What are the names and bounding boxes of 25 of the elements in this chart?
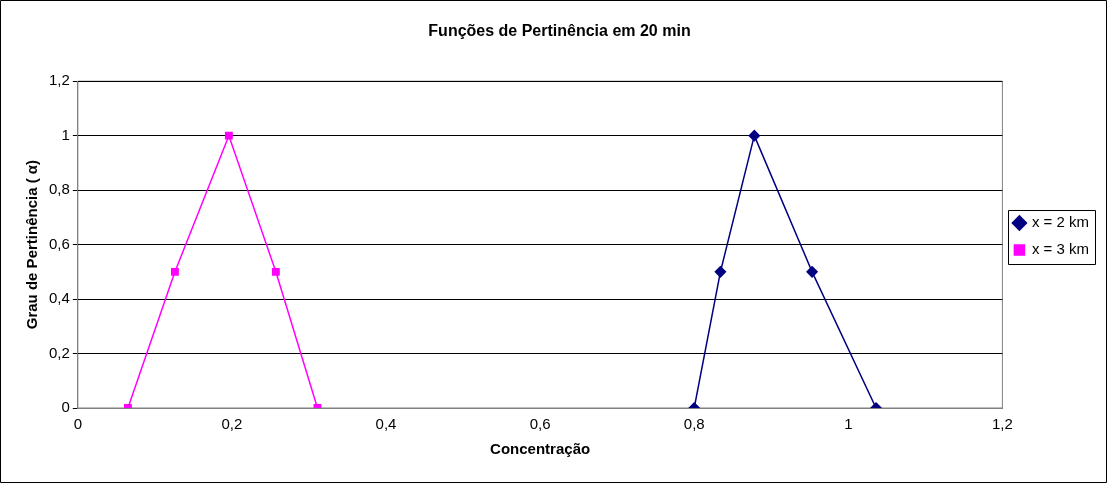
point [806,266,818,278]
y-axis-title: Grau de Pertinência ( α) [23,159,41,330]
x-tick-label: 0,6 [529,415,551,433]
x-tick-label: 1 [844,415,853,433]
x-tick-label: 1,2 [991,415,1013,433]
y-tick-label: 0,8 [48,180,70,198]
y-tick-label: 0,4 [48,289,70,307]
point [224,131,233,140]
point [748,129,761,142]
x-tick-label: 0,8 [683,415,705,433]
y-tick-label: 0,6 [48,234,70,252]
legend-label: x = 3 km [1031,240,1090,258]
legend-label: x = 2 km [1031,213,1090,231]
y-tick-label: 1 [61,125,70,143]
x-axis-title: Concentração [490,440,591,458]
y-tick-label: 0 [61,398,70,416]
point [171,267,179,276]
point [271,267,280,276]
y-tick-label: 0,2 [48,343,70,361]
y-tick-label: 1,2 [48,71,70,89]
point [714,266,727,278]
chart-title: Funções de Pertinência em 20 min [428,22,691,40]
x-tick-label: 0 [73,415,83,433]
x-tick-label: 0,2 [221,415,243,433]
x-tick-label: 0,4 [375,415,397,433]
